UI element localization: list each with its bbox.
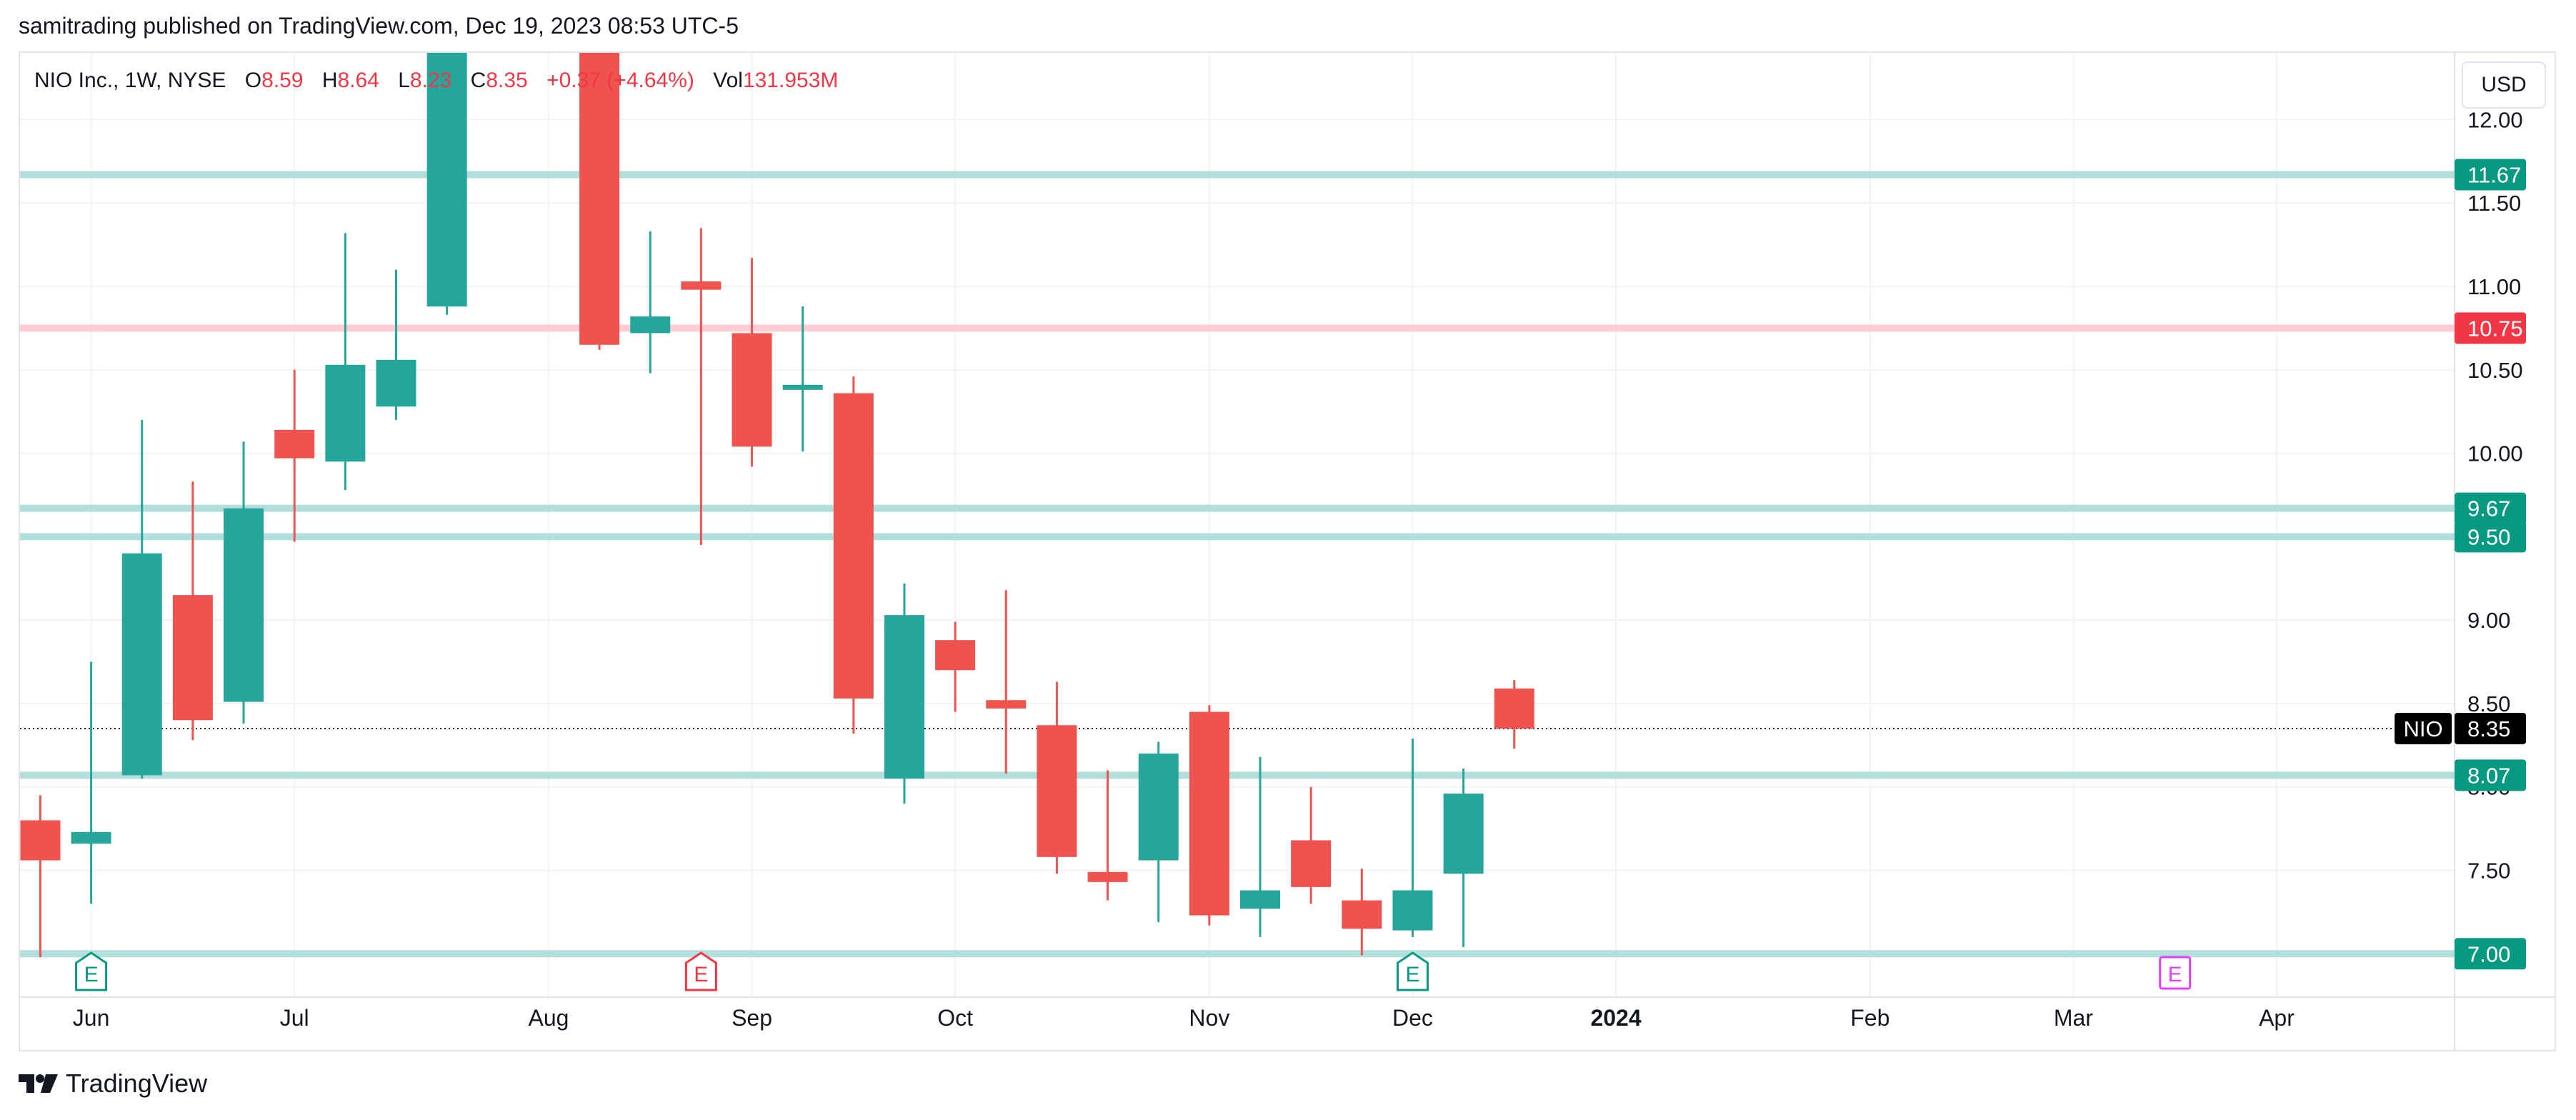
time-tick-label: Feb (1850, 1005, 1889, 1031)
earnings-icon-label: E (2168, 963, 2182, 986)
candle-up[interactable] (224, 508, 264, 702)
level-badge (2455, 938, 2526, 970)
symbol-badge-label: NIO (2403, 716, 2442, 741)
price-tick-label: 11.50 (2467, 191, 2521, 216)
chart-frame (19, 51, 2556, 1051)
legend-close-label: C (470, 69, 486, 92)
level-badge (2455, 492, 2526, 524)
level-badge-label: 9.67 (2467, 496, 2510, 521)
candle-up[interactable] (1443, 794, 1484, 874)
candle-up[interactable] (325, 364, 366, 462)
level-badge (2455, 759, 2526, 791)
currency-button[interactable]: USD (2462, 61, 2546, 109)
candle-down[interactable] (20, 820, 61, 861)
candle-up[interactable] (1138, 753, 1179, 861)
price-tick-label: 12.00 (2467, 107, 2523, 132)
candle-up[interactable] (121, 553, 162, 776)
legend-change: +0.37 (+4.64%) (546, 69, 694, 92)
time-tick-label: Nov (1189, 1005, 1229, 1031)
earnings-icon (684, 951, 717, 991)
symbol-badge (2395, 712, 2452, 744)
time-tick-label: Jul (280, 1005, 309, 1031)
legend-open-value: 8.59 (261, 69, 304, 92)
level-badge (2455, 159, 2526, 191)
legend-close-value: 8.35 (486, 69, 528, 92)
legend-symbol: NIO Inc., 1W, NYSE (34, 69, 226, 92)
time-tick-label: Jun (73, 1005, 110, 1031)
candle-down[interactable] (1291, 840, 1332, 887)
level-badge (2455, 312, 2526, 344)
candle-down[interactable] (1494, 688, 1534, 729)
candle-down[interactable] (1189, 711, 1229, 916)
candle-down[interactable] (986, 700, 1027, 709)
earnings-icon (2159, 956, 2192, 990)
earnings-icon-label: E (84, 963, 99, 986)
time-tick-label: Mar (2054, 1005, 2093, 1031)
level-badge-label: 8.07 (2467, 763, 2510, 788)
candle-up[interactable] (1392, 890, 1433, 931)
legend-low-value: 8.23 (409, 69, 452, 92)
price-tick-label: 11.00 (2467, 274, 2521, 299)
candle-down[interactable] (579, 53, 620, 345)
publisher-line: samitrading published on TradingView.com… (19, 13, 739, 39)
candle-down[interactable] (1087, 871, 1128, 882)
candle-down[interactable] (935, 640, 976, 671)
candle-up[interactable] (782, 384, 823, 390)
price-tick-label: 10.00 (2467, 441, 2523, 466)
candle-up[interactable] (376, 359, 416, 407)
legend-volume-label: Vol (713, 69, 743, 92)
candle-down[interactable] (732, 333, 772, 447)
level-badge-label: 11.67 (2467, 163, 2521, 188)
time-tick-label: 2024 (1590, 1005, 1641, 1031)
earnings-icon (75, 951, 108, 991)
price-tick-label: 8.50 (2467, 691, 2510, 716)
candle-up[interactable] (884, 615, 924, 779)
earnings-icon-label: E (1405, 963, 1419, 986)
candle-down[interactable] (681, 281, 722, 290)
legend-high-label: H (321, 69, 338, 92)
level-badge (2455, 521, 2526, 553)
last-price-badge-label: 8.35 (2467, 716, 2510, 741)
candle-down[interactable] (1342, 900, 1382, 929)
candle-up[interactable] (1240, 890, 1281, 909)
legend-open-label: O (244, 69, 262, 92)
candle-up[interactable] (71, 831, 111, 844)
time-tick-label: Oct (937, 1005, 973, 1031)
candle-up[interactable] (630, 316, 671, 334)
time-tick-label: Sep (732, 1005, 772, 1031)
level-badge-label: 9.50 (2467, 524, 2510, 549)
last-price-badge (2455, 712, 2526, 744)
level-badge-label: 7.00 (2467, 941, 2510, 966)
price-tick-label: 10.50 (2467, 358, 2523, 383)
symbol-legend: NIO Inc., 1W, NYSE O8.59 H8.64 L8.23 C8.… (34, 69, 838, 93)
price-tick-label: 9.00 (2467, 608, 2510, 633)
candle-down[interactable] (1037, 725, 1077, 857)
level-badge-label: 10.75 (2467, 316, 2523, 341)
earnings-icon (1396, 951, 1429, 991)
earnings-icon-label: E (694, 963, 708, 986)
time-tick-label: Apr (2259, 1005, 2295, 1031)
time-tick-label: Dec (1392, 1005, 1433, 1031)
tradingview-logo-text: TradingView (66, 1069, 208, 1098)
candle-down[interactable] (833, 393, 874, 699)
tradingview-logo[interactable]: TradingView (19, 1069, 207, 1099)
legend-volume-value: 131.953M (742, 69, 839, 92)
price-tick-label: 7.50 (2467, 858, 2510, 883)
legend-low-label: L (398, 69, 410, 92)
candle-down[interactable] (274, 429, 315, 459)
candles-group (20, 53, 1534, 957)
legend-high-value: 8.64 (337, 69, 379, 92)
candle-down[interactable] (172, 595, 213, 721)
time-tick-label: Aug (528, 1005, 569, 1031)
tradingview-logo-icon (19, 1074, 58, 1093)
candle-up[interactable] (426, 53, 467, 307)
